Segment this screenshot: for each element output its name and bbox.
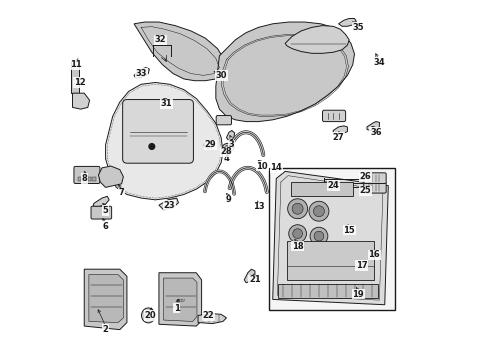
Ellipse shape bbox=[204, 141, 213, 148]
Text: 35: 35 bbox=[351, 23, 363, 32]
Polygon shape bbox=[197, 314, 226, 323]
Polygon shape bbox=[84, 269, 127, 330]
Text: 26: 26 bbox=[359, 172, 370, 181]
Circle shape bbox=[292, 229, 302, 238]
FancyBboxPatch shape bbox=[74, 166, 100, 183]
Polygon shape bbox=[93, 196, 109, 207]
Text: 19: 19 bbox=[351, 290, 363, 298]
Text: 28: 28 bbox=[220, 147, 232, 156]
Circle shape bbox=[291, 203, 302, 214]
Text: 9: 9 bbox=[225, 195, 231, 204]
Text: 27: 27 bbox=[332, 133, 344, 142]
Circle shape bbox=[309, 227, 327, 245]
Polygon shape bbox=[134, 22, 226, 81]
FancyBboxPatch shape bbox=[363, 182, 385, 193]
Text: 36: 36 bbox=[369, 128, 381, 137]
Text: 15: 15 bbox=[343, 226, 354, 235]
Polygon shape bbox=[226, 131, 234, 141]
Text: 34: 34 bbox=[373, 59, 384, 67]
Text: 20: 20 bbox=[144, 311, 155, 320]
Polygon shape bbox=[338, 19, 356, 26]
Polygon shape bbox=[285, 26, 348, 53]
Ellipse shape bbox=[222, 143, 233, 151]
Text: 23: 23 bbox=[164, 201, 175, 210]
Text: 8: 8 bbox=[81, 174, 87, 183]
Text: 11: 11 bbox=[70, 60, 82, 69]
Text: 32: 32 bbox=[154, 35, 166, 44]
Ellipse shape bbox=[144, 312, 151, 319]
Text: 24: 24 bbox=[327, 181, 338, 190]
Text: 12: 12 bbox=[74, 78, 85, 87]
Text: 1: 1 bbox=[173, 304, 179, 313]
Polygon shape bbox=[333, 126, 347, 134]
Bar bbox=[88, 177, 91, 181]
Text: 6: 6 bbox=[103, 222, 108, 231]
Bar bbox=[269, 168, 394, 310]
Text: 5: 5 bbox=[103, 206, 108, 215]
Polygon shape bbox=[73, 93, 90, 109]
Polygon shape bbox=[272, 171, 388, 305]
Polygon shape bbox=[163, 278, 197, 321]
Text: 3: 3 bbox=[228, 140, 234, 149]
Circle shape bbox=[308, 201, 328, 221]
Polygon shape bbox=[134, 67, 149, 78]
Text: 33: 33 bbox=[135, 69, 147, 78]
Circle shape bbox=[149, 144, 154, 149]
Text: 29: 29 bbox=[204, 140, 216, 149]
Text: 18: 18 bbox=[291, 242, 303, 251]
FancyBboxPatch shape bbox=[122, 100, 193, 163]
Circle shape bbox=[314, 231, 323, 241]
Text: 7: 7 bbox=[119, 188, 124, 197]
Polygon shape bbox=[244, 269, 255, 283]
Circle shape bbox=[288, 225, 306, 242]
Ellipse shape bbox=[225, 145, 231, 149]
Bar bbox=[287, 241, 373, 280]
Bar bbox=[290, 182, 352, 196]
Polygon shape bbox=[106, 82, 223, 200]
Bar bbox=[83, 177, 86, 181]
Bar bbox=[71, 61, 79, 93]
FancyBboxPatch shape bbox=[91, 206, 111, 219]
Text: 30: 30 bbox=[215, 71, 227, 80]
Text: 13: 13 bbox=[252, 202, 264, 211]
Polygon shape bbox=[159, 273, 201, 326]
Text: 25: 25 bbox=[359, 186, 370, 195]
Text: AUDI: AUDI bbox=[175, 299, 185, 303]
Text: 31: 31 bbox=[160, 99, 171, 108]
Text: 16: 16 bbox=[367, 251, 379, 260]
Text: 4: 4 bbox=[223, 155, 229, 164]
Text: 2: 2 bbox=[103, 325, 108, 334]
Bar bbox=[277, 284, 377, 298]
Text: 14: 14 bbox=[270, 164, 282, 172]
Polygon shape bbox=[89, 275, 123, 322]
Bar bbox=[92, 177, 96, 181]
Text: 21: 21 bbox=[249, 275, 260, 284]
Polygon shape bbox=[215, 22, 354, 122]
FancyBboxPatch shape bbox=[363, 173, 385, 183]
Ellipse shape bbox=[141, 308, 155, 323]
Polygon shape bbox=[159, 198, 178, 210]
Text: 10: 10 bbox=[256, 162, 267, 171]
Polygon shape bbox=[366, 122, 378, 131]
Text: 17: 17 bbox=[355, 261, 367, 270]
FancyBboxPatch shape bbox=[216, 116, 231, 125]
Text: 22: 22 bbox=[202, 311, 214, 320]
Circle shape bbox=[313, 206, 324, 217]
Polygon shape bbox=[98, 166, 123, 187]
Bar bbox=[78, 177, 81, 181]
FancyBboxPatch shape bbox=[322, 110, 345, 122]
Circle shape bbox=[287, 199, 307, 219]
